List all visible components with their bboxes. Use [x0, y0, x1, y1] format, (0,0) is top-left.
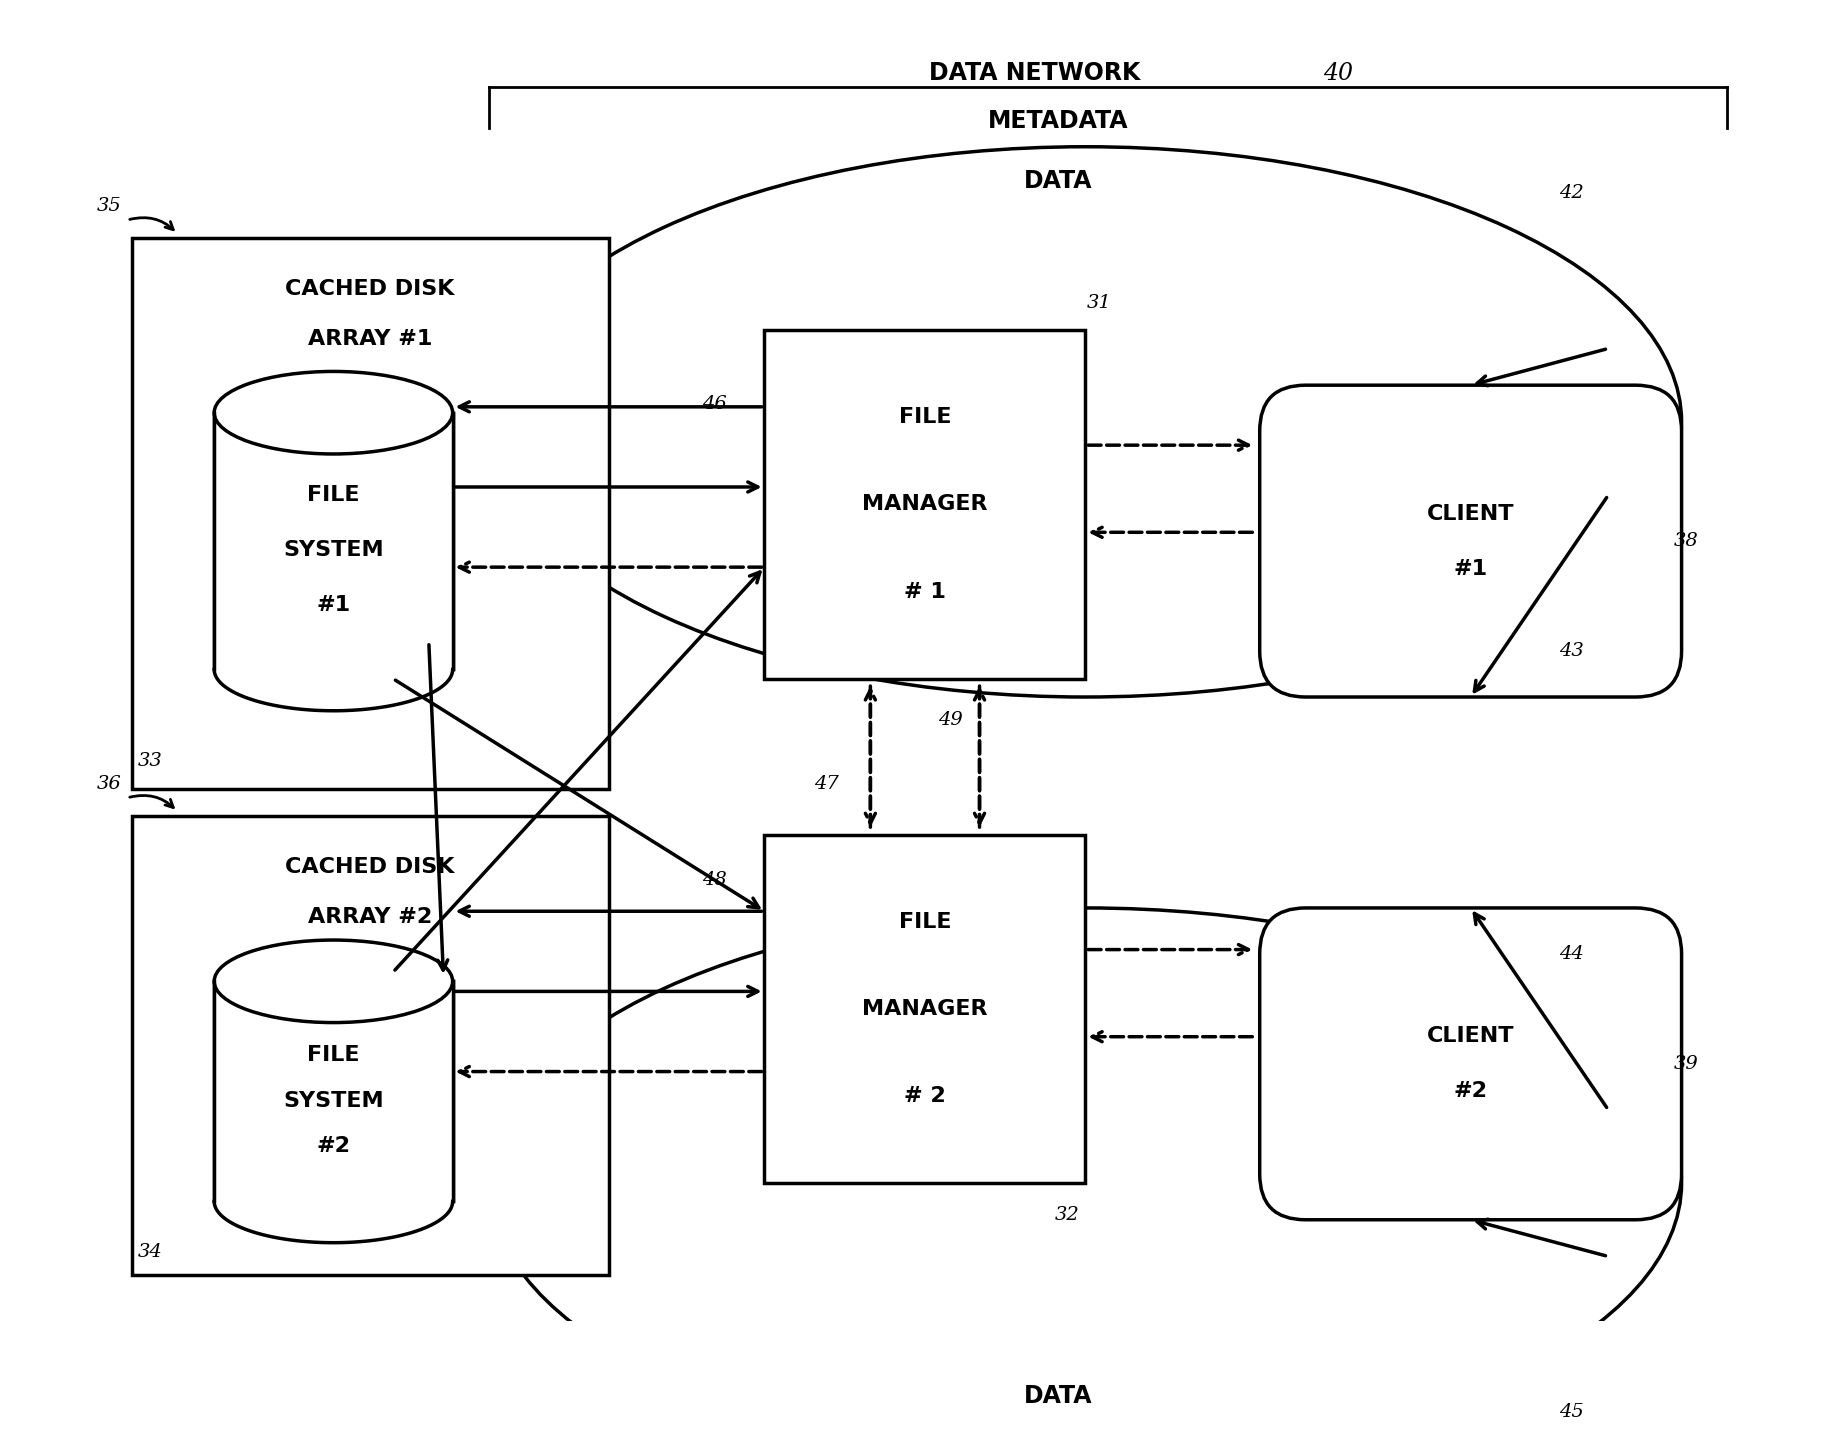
Ellipse shape — [214, 940, 453, 1022]
Text: # 2: # 2 — [904, 1086, 946, 1106]
Text: 49: 49 — [937, 711, 963, 729]
Text: 39: 39 — [1672, 1056, 1698, 1073]
Bar — [763, 835, 1085, 1184]
Text: 38: 38 — [1672, 533, 1698, 550]
Text: MANAGER: MANAGER — [861, 999, 987, 1020]
Text: 47: 47 — [813, 775, 839, 793]
Text: #1: #1 — [316, 595, 351, 615]
Text: FILE: FILE — [307, 485, 360, 505]
Text: #2: #2 — [316, 1136, 351, 1156]
Text: DATA: DATA — [1024, 168, 1092, 193]
Text: 34: 34 — [137, 1243, 163, 1261]
Text: 36: 36 — [96, 775, 120, 793]
Text: DATA: DATA — [1024, 1384, 1092, 1408]
Text: FILE: FILE — [898, 408, 950, 428]
Text: CLIENT: CLIENT — [1427, 1027, 1514, 1047]
Text: CACHED DISK: CACHED DISK — [285, 279, 455, 300]
Text: MANAGER: MANAGER — [861, 494, 987, 514]
Text: 40: 40 — [1321, 62, 1353, 85]
Ellipse shape — [214, 372, 453, 454]
Text: ARRAY #2: ARRAY #2 — [309, 907, 432, 927]
Text: SYSTEM: SYSTEM — [283, 540, 384, 560]
Text: 44: 44 — [1558, 945, 1584, 963]
Ellipse shape — [214, 628, 453, 711]
Text: 48: 48 — [700, 871, 726, 890]
Text: 43: 43 — [1558, 642, 1584, 660]
Bar — [763, 330, 1085, 678]
Text: DATA NETWORK: DATA NETWORK — [930, 62, 1140, 85]
Bar — [214, 413, 453, 670]
Bar — [214, 981, 453, 1201]
Text: #2: #2 — [1453, 1081, 1488, 1102]
Text: 46: 46 — [700, 395, 726, 412]
Text: FILE: FILE — [898, 912, 950, 932]
Text: 31: 31 — [1087, 294, 1111, 311]
Bar — [131, 816, 608, 1274]
Text: 42: 42 — [1558, 183, 1584, 202]
Text: 32: 32 — [1053, 1207, 1079, 1224]
Text: METADATA: METADATA — [987, 109, 1127, 132]
Text: 33: 33 — [137, 752, 163, 770]
FancyBboxPatch shape — [1258, 384, 1680, 697]
Text: 35: 35 — [96, 197, 120, 216]
Text: # 1: # 1 — [904, 582, 946, 602]
Text: FILE: FILE — [307, 1044, 360, 1064]
Text: SYSTEM: SYSTEM — [283, 1090, 384, 1110]
Text: CACHED DISK: CACHED DISK — [285, 857, 455, 877]
Bar — [131, 239, 608, 789]
Text: CLIENT: CLIENT — [1427, 504, 1514, 524]
FancyBboxPatch shape — [1258, 909, 1680, 1220]
Text: ARRAY #1: ARRAY #1 — [309, 330, 432, 350]
Text: #1: #1 — [1453, 559, 1488, 579]
Text: 45: 45 — [1558, 1404, 1584, 1421]
Ellipse shape — [214, 1161, 453, 1243]
